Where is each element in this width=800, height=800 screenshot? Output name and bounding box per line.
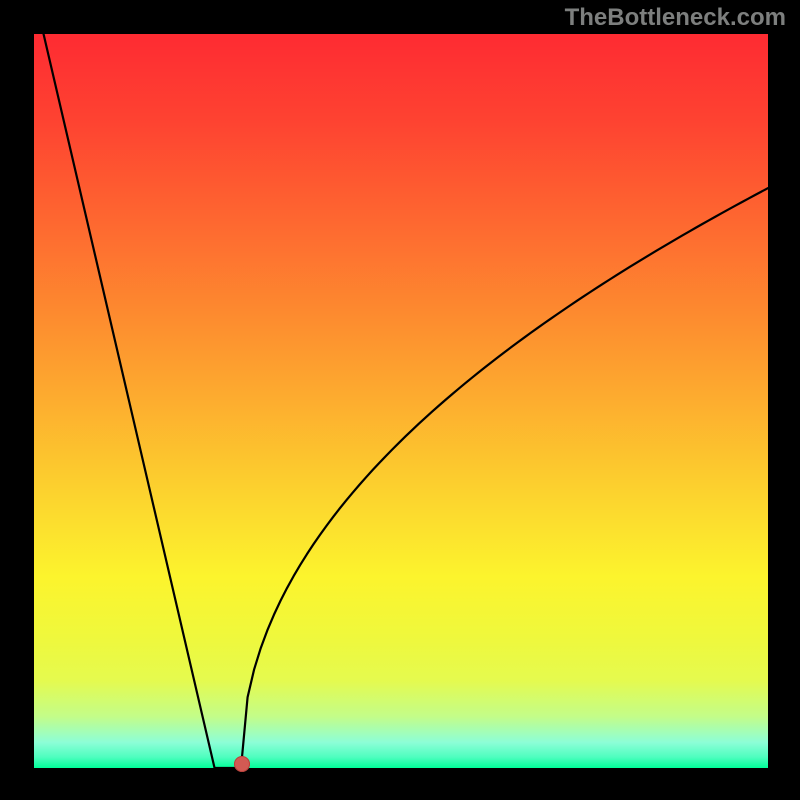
watermark-text: TheBottleneck.com — [565, 4, 786, 32]
curve-path — [44, 34, 768, 768]
bottleneck-curve — [34, 34, 768, 768]
plot-area — [34, 34, 768, 768]
minimum-marker — [234, 756, 250, 772]
chart-frame: TheBottleneck.com — [0, 0, 800, 800]
